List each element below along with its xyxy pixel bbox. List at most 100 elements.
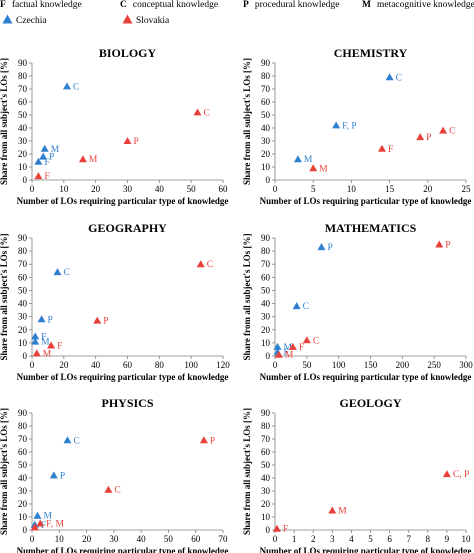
- point-label: P: [48, 315, 53, 325]
- y-tick-label: 20: [18, 149, 28, 159]
- panel-geology: GEOLOGY 0 10 20 30 40 50 60 70 80 90 0 1 2 3 4 5 6 7 8 9 10 Nu…: [242, 396, 471, 553]
- x-tick-label: 40: [137, 534, 147, 544]
- point-label: M: [284, 343, 293, 353]
- data-point-czechia: [31, 337, 40, 345]
- data-point-slovakia: [274, 350, 283, 358]
- point-label: C: [207, 260, 213, 270]
- x-axis-label: Number of LOs requiring particular type …: [17, 196, 229, 206]
- y-tick-label: 40: [18, 123, 28, 133]
- x-tick-label: 20: [82, 534, 92, 544]
- x-tick-label: 100: [332, 360, 346, 370]
- data-point-slovakia: [30, 523, 39, 531]
- data-point-czechia: [34, 157, 43, 165]
- chart-title-geology: GEOLOGY: [339, 396, 401, 410]
- chart-title-chemistry: CHEMISTRY: [334, 46, 408, 60]
- x-tick-label: 10: [347, 184, 357, 194]
- data-point-czechia: [292, 302, 301, 310]
- data-point-czechia: [31, 332, 40, 340]
- x-axis-label: Number of LOs requiring particular type …: [17, 372, 229, 382]
- data-point-czechia: [33, 511, 42, 519]
- point-label: C, P: [453, 470, 469, 480]
- y-tick-label: 90: [18, 408, 28, 418]
- y-tick-label: 10: [261, 162, 271, 172]
- x-tick-label: 0: [30, 360, 35, 370]
- y-tick-label: 40: [261, 473, 271, 483]
- x-tick-label: 30: [109, 534, 119, 544]
- chart-title-mathematics: MATHEMATICS: [325, 221, 417, 235]
- y-tick-label: 30: [261, 136, 271, 146]
- y-tick-label: 50: [18, 285, 28, 295]
- data-point-czechia: [332, 121, 341, 129]
- legend-label-metacognitive: metacognitive knowledge: [376, 0, 474, 10]
- y-tick-label: 10: [261, 512, 271, 522]
- x-tick-label: 50: [187, 184, 197, 194]
- x-axis-label: Number of LOs requiring particular type …: [260, 546, 472, 553]
- point-label: M: [43, 349, 52, 359]
- data-point-slovakia: [442, 470, 451, 478]
- y-tick-label: 60: [18, 447, 28, 457]
- x-tick-label: 0: [273, 534, 278, 544]
- y-tick-label: 60: [18, 272, 28, 282]
- x-tick-label: 4: [349, 534, 354, 544]
- chart-title-geography: GEOGRAPHY: [88, 221, 167, 235]
- y-tick-label: 70: [18, 84, 28, 94]
- data-point-czechia: [37, 315, 46, 323]
- point-label: M: [43, 512, 52, 522]
- y-tick-label: 30: [18, 312, 28, 322]
- data-point-czechia: [40, 144, 49, 152]
- x-tick-label: 20: [59, 360, 69, 370]
- panel-geography: GEOGRAPHY 0 10 20 30 40 50 60 70 80 90 0 20 40 60 80 100…: [0, 221, 230, 382]
- point-label: P: [49, 153, 54, 163]
- y-tick-label: 90: [261, 233, 271, 243]
- point-label: P: [134, 137, 139, 147]
- data-point-slovakia: [416, 133, 425, 141]
- point-label: M: [285, 351, 294, 361]
- y-axis-label: Share from all subject's LOs [%]: [0, 408, 9, 535]
- x-tick-label: 100: [184, 360, 198, 370]
- x-tick-label: 0: [30, 534, 35, 544]
- y-tick-label: 80: [18, 246, 28, 256]
- data-point-slovakia: [328, 506, 337, 514]
- y-tick-label: 0: [266, 351, 271, 361]
- data-point-slovakia: [309, 164, 318, 172]
- y-tick-label: 70: [18, 259, 28, 269]
- y-tick-label: 0: [23, 175, 28, 185]
- point-label: P: [60, 471, 65, 481]
- data-point-czechia: [39, 152, 48, 160]
- legend-label-conceptual: conceptual knowledge: [132, 0, 219, 10]
- x-tick-label: 120: [216, 360, 230, 370]
- x-tick-label: 1: [292, 534, 297, 544]
- y-tick-label: 90: [261, 408, 271, 418]
- x-axis-label: Number of LOs requiring particular type …: [260, 196, 472, 206]
- point-label: F, M: [46, 520, 64, 530]
- x-tick-label: 20: [423, 184, 433, 194]
- legend-code-f: F: [0, 0, 6, 10]
- legend-code-m: M: [362, 0, 371, 10]
- data-point-czechia: [293, 155, 302, 163]
- y-tick-label: 40: [261, 123, 271, 133]
- y-tick-label: 50: [261, 110, 271, 120]
- point-label: F, P: [342, 121, 357, 131]
- legend-label-factual: factual knowledge: [11, 0, 82, 10]
- y-tick-label: 20: [261, 149, 271, 159]
- x-tick-label: 7: [406, 534, 411, 544]
- x-axis-label: Number of LOs requiring particular type …: [17, 546, 229, 553]
- point-label: F: [41, 332, 46, 342]
- y-tick-label: 90: [18, 233, 28, 243]
- data-point-slovakia: [272, 524, 281, 532]
- point-label: P: [210, 436, 215, 446]
- y-tick-label: 0: [266, 175, 271, 185]
- data-point-slovakia: [104, 485, 113, 493]
- point-label: M: [51, 145, 60, 155]
- y-tick-label: 60: [261, 447, 271, 457]
- panel-biology: BIOLOGY 0 10 20 30 40 50 60 70 80 90 0 10 20 30 40 50 60 N…: [0, 46, 228, 206]
- point-label: M: [41, 338, 50, 348]
- data-point-slovakia: [302, 336, 311, 344]
- data-point-czechia: [53, 268, 62, 276]
- x-tick-label: 10: [59, 184, 69, 194]
- x-tick-label: 15: [385, 184, 395, 194]
- y-tick-label: 10: [18, 338, 28, 348]
